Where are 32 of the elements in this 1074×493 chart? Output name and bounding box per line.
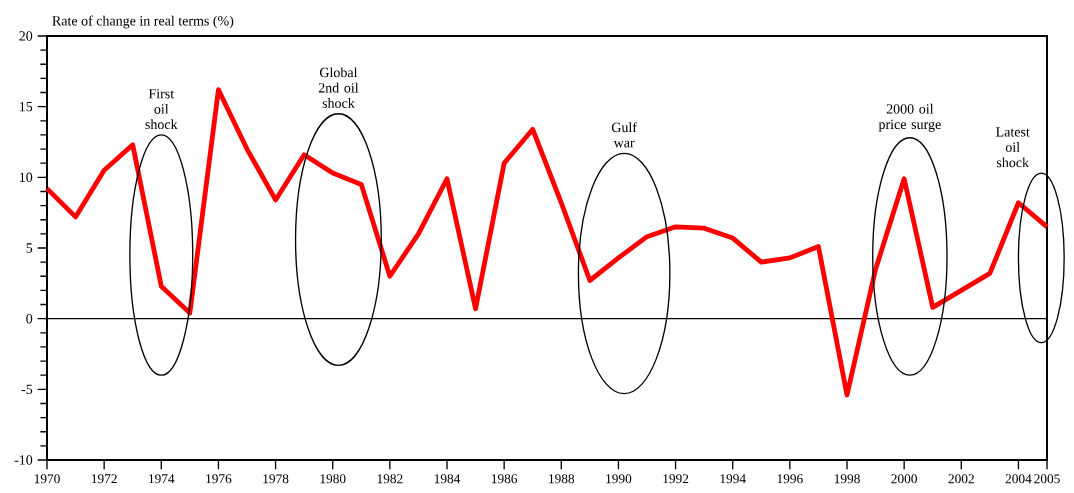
y-tick-label: -5: [21, 384, 33, 394]
y-tick-label: 20: [19, 31, 33, 41]
x-tick-label: 1984: [434, 474, 461, 484]
x-tick-label: 1988: [549, 474, 575, 484]
x-tick-label: 1976: [206, 474, 232, 484]
annotation: Global 2nd oil shock: [318, 67, 359, 108]
x-tick-label: 1994: [720, 474, 746, 484]
x-tick-label: 1986: [491, 474, 518, 484]
x-tick-label: 2005: [1034, 474, 1060, 484]
y-tick-label: -10: [14, 455, 33, 465]
annotation: Gulf war: [611, 122, 637, 148]
x-tick-label: 1978: [263, 474, 289, 484]
annotation: First oil shock: [145, 89, 178, 130]
x-tick-label: 1996: [777, 474, 803, 484]
y-tick-label: 10: [19, 172, 33, 183]
x-tick-label: 1982: [377, 474, 403, 484]
annotation: 2000 oil price surge: [878, 103, 941, 132]
x-tick-label: 1972: [91, 474, 117, 484]
x-tick-label: 1970: [34, 474, 60, 484]
x-tick-label: 1980: [320, 474, 346, 484]
x-tick-label: 1998: [834, 474, 860, 484]
x-tick-label: 2000: [891, 474, 917, 484]
annotation: Latest oil shock: [996, 127, 1030, 168]
x-tick-label: 2004: [1005, 474, 1032, 484]
x-tick-label: 1974: [149, 474, 175, 484]
y-tick-label: 15: [19, 101, 33, 112]
y-tick-label: 5: [26, 243, 33, 253]
x-tick-label: 1990: [606, 474, 632, 484]
y-tick-label: 0: [26, 313, 33, 324]
x-tick-label: 2002: [948, 474, 974, 484]
x-tick-label: 1992: [663, 474, 689, 484]
y-axis-title: Rate of change in real terms (%): [52, 15, 234, 29]
